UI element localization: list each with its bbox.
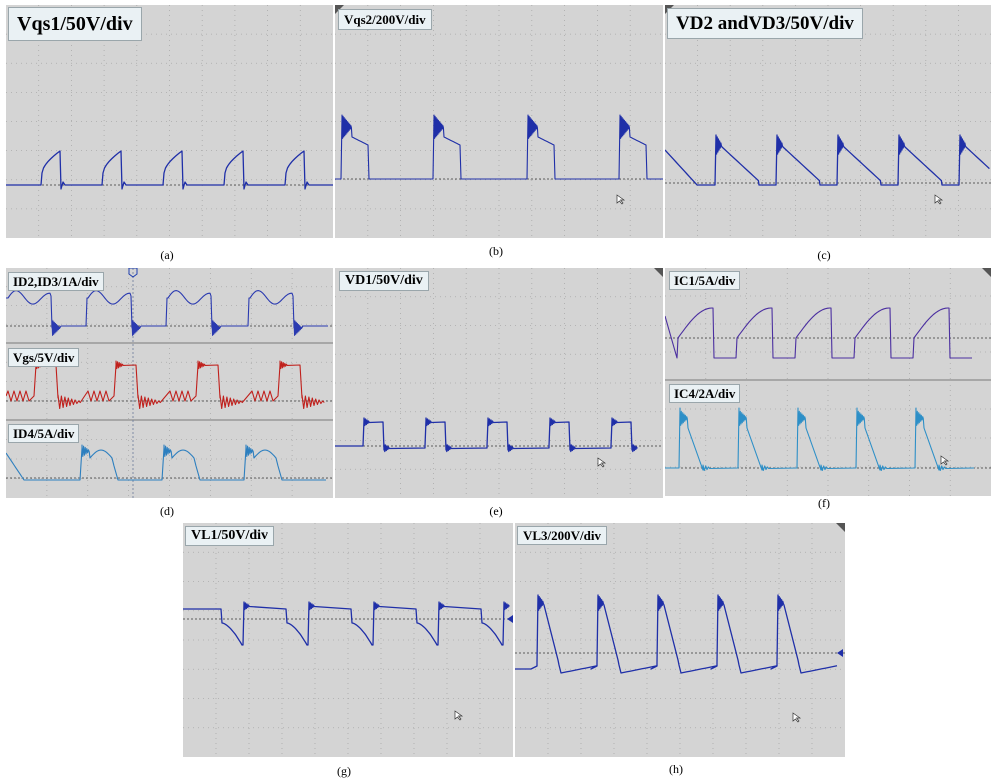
label-vgs: Vgs/5V/div xyxy=(8,348,80,367)
caption-g: (g) xyxy=(337,764,351,778)
label-id2-id3: ID2,ID3/1A/div xyxy=(8,272,104,291)
scope-panel-h: VL3/200V/div xyxy=(515,523,845,757)
level-marker-icon xyxy=(837,649,843,657)
trace-vqs2 xyxy=(335,114,663,180)
trace-vd1 xyxy=(335,417,638,453)
label-vqs1: Vqs1/50V/div xyxy=(8,7,142,41)
waveform-vl3 xyxy=(515,523,845,757)
trace-ic1 xyxy=(665,307,972,359)
trace-vgs xyxy=(6,360,325,410)
trace-vl3 xyxy=(515,594,838,674)
caption-b: (b) xyxy=(489,244,503,258)
label-vqs2: Vqs2/200V/div xyxy=(338,9,432,30)
waveform-d-stack xyxy=(6,268,333,498)
trace-vd2-vd3 xyxy=(665,134,990,186)
trace-vqs1 xyxy=(6,150,333,190)
corner-marker-icon xyxy=(836,523,845,532)
scope-panel-e: VD1/50V/div xyxy=(335,268,663,498)
waveform-vqs2 xyxy=(335,5,663,238)
label-vd2-vd3: VD2 andVD3/50V/div xyxy=(667,8,863,39)
waveform-vqs1 xyxy=(6,5,333,238)
trigger-marker-icon xyxy=(128,268,138,278)
scope-panel-d: ID2,ID3/1A/div Vgs/5V/div ID4/5A/div xyxy=(6,268,333,498)
label-vd1: VD1/50V/div xyxy=(339,271,429,291)
caption-d: (d) xyxy=(160,504,174,518)
caption-c: (c) xyxy=(817,248,831,262)
trace-id2-id3 xyxy=(6,290,328,336)
label-ic4: IC4/2A/div xyxy=(669,384,741,403)
scope-panel-f: IC1/5A/div IC4/2A/div xyxy=(665,268,991,496)
caption-h: (h) xyxy=(669,762,683,776)
caption-f: (f) xyxy=(818,496,830,510)
mouse-cursor-icon xyxy=(934,194,944,205)
waveform-vd1 xyxy=(335,268,663,498)
label-ic1: IC1/5A/div xyxy=(669,271,741,290)
trace-id4 xyxy=(6,444,326,481)
trace-ic4 xyxy=(665,407,975,472)
scope-panel-c: VD2 andVD3/50V/div xyxy=(665,5,991,238)
trace-vl1 xyxy=(183,601,510,646)
waveform-vl1 xyxy=(183,523,513,757)
caption-e: (e) xyxy=(489,504,503,518)
scope-panel-g: VL1/50V/div xyxy=(183,523,513,757)
level-marker-icon xyxy=(507,615,513,623)
mouse-cursor-icon xyxy=(454,710,464,721)
corner-marker-icon xyxy=(654,268,663,277)
mouse-cursor-icon xyxy=(792,712,802,723)
label-id4: ID4/5A/div xyxy=(8,424,80,443)
mouse-cursor-icon xyxy=(616,194,626,205)
corner-marker-icon xyxy=(982,268,991,277)
mouse-cursor-icon xyxy=(940,455,950,466)
waveform-f-stack xyxy=(665,268,991,496)
label-vl3: VL3/200V/div xyxy=(517,526,608,545)
label-vl1: VL1/50V/div xyxy=(185,526,275,546)
scope-panel-a: Vqs1/50V/div xyxy=(6,5,333,238)
caption-a: (a) xyxy=(160,248,174,262)
mouse-cursor-icon xyxy=(597,457,607,468)
scope-panel-b: Vqs2/200V/div xyxy=(335,5,663,238)
waveform-vd2-vd3 xyxy=(665,5,991,238)
